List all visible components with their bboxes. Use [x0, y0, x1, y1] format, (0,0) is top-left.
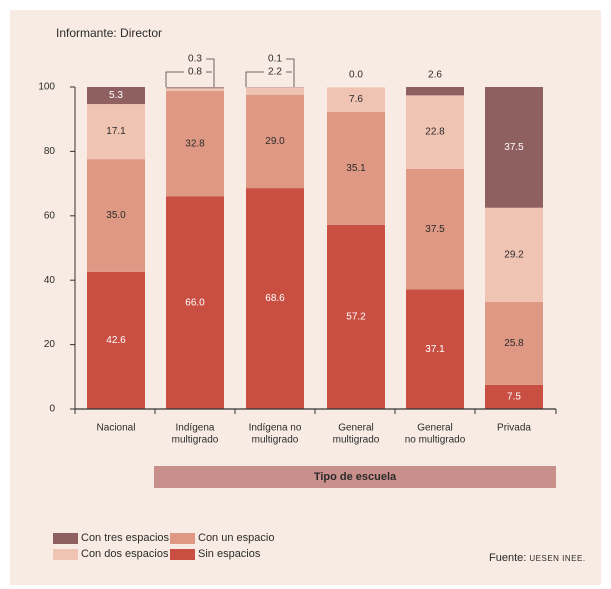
x-category-label: General — [338, 423, 374, 434]
data-label: 35.1 — [346, 163, 366, 174]
bar-segment — [485, 384, 543, 409]
legend-label: Con un espacio — [198, 532, 275, 544]
y-tick-label: 100 — [38, 82, 55, 93]
bar-segment — [87, 104, 145, 160]
data-label: 32.8 — [185, 138, 205, 149]
x-category-label: Indígena no — [249, 423, 302, 434]
bar-segment — [327, 111, 385, 225]
y-tick-label: 60 — [44, 210, 56, 221]
data-label: 25.8 — [504, 338, 524, 349]
legend-label: Con dos espacios — [81, 548, 169, 560]
legend-item: Sin espacios — [170, 547, 290, 561]
bar-segment — [246, 94, 304, 189]
bar-segment — [166, 88, 224, 91]
data-label: 29.0 — [265, 136, 285, 147]
leader-line — [286, 58, 295, 87]
bar-segment — [485, 301, 543, 385]
data-label: 2.6 — [428, 70, 442, 81]
informant-label: Informante: Director — [56, 26, 163, 40]
data-label: 37.1 — [425, 344, 445, 355]
data-label: 0.0 — [349, 70, 363, 81]
data-label: 29.2 — [504, 249, 524, 260]
leader-line — [206, 58, 215, 87]
y-tick-label: 40 — [44, 275, 56, 286]
data-label: 7.5 — [507, 392, 521, 403]
leader-line — [165, 71, 184, 87]
data-label: 0.8 — [188, 67, 202, 78]
bar-segment — [406, 95, 464, 169]
bar-segment — [406, 168, 464, 290]
x-axis-title-bar: Tipo de escuela — [154, 466, 556, 488]
data-label: 35.0 — [106, 210, 126, 221]
source-note: Fuente: UESEN INEE. — [489, 552, 586, 564]
data-label: 57.2 — [346, 312, 366, 323]
data-label: 0.1 — [268, 54, 282, 65]
bar-segment — [246, 87, 304, 95]
y-tick-label: 0 — [49, 404, 55, 415]
bar-segment — [485, 87, 543, 208]
x-category-label: Privada — [497, 423, 531, 434]
bar-segment — [166, 87, 224, 89]
legend-item: Con dos espacios — [53, 547, 170, 561]
data-label: 5.3 — [109, 90, 123, 101]
y-tick-label: 80 — [44, 146, 56, 157]
data-label: 37.5 — [504, 142, 524, 153]
bar-segment — [327, 87, 385, 112]
x-axis-title: Tipo de escuela — [313, 471, 397, 483]
source-text: UESEN INEE. — [529, 554, 586, 563]
legend-swatch — [53, 548, 78, 560]
data-label: 7.6 — [349, 94, 363, 105]
x-category-label: multigrado — [333, 435, 380, 446]
legend-swatch — [170, 548, 195, 560]
bar-segment — [246, 188, 304, 409]
data-label: 37.5 — [425, 224, 445, 235]
x-category-label: multigrado — [252, 435, 299, 446]
bar-segment — [406, 87, 464, 96]
data-label: 42.6 — [106, 335, 126, 346]
bar-segment — [485, 207, 543, 302]
legend: Con tres espacios Con un espacio Con dos… — [53, 531, 290, 561]
x-category-label: Indígena — [176, 423, 215, 434]
data-label: 66.0 — [185, 297, 205, 308]
legend-label: Sin espacios — [198, 548, 261, 560]
bar-segment — [327, 224, 385, 409]
data-label: 0.3 — [188, 54, 202, 65]
bar-segment — [166, 90, 224, 197]
bar-segment — [87, 271, 145, 409]
y-tick-label: 20 — [44, 339, 56, 350]
legend-swatch — [53, 532, 78, 544]
leader-line — [245, 71, 264, 87]
legend-swatch — [170, 532, 195, 544]
x-category-label: no multigrado — [405, 435, 466, 446]
legend-label: Con tres espacios — [81, 532, 170, 544]
x-category-label: multigrado — [172, 435, 219, 446]
source-prefix: Fuente: — [489, 552, 527, 564]
data-label: 2.2 — [268, 67, 282, 78]
data-label: 22.8 — [425, 127, 445, 138]
legend-item: Con tres espacios — [53, 531, 170, 545]
data-label: 68.6 — [265, 293, 285, 304]
bar-segment — [406, 289, 464, 409]
bar-segment — [166, 196, 224, 409]
data-label: 17.1 — [106, 126, 126, 137]
x-category-label: Nacional — [97, 423, 136, 434]
bar-segment — [87, 159, 145, 272]
legend-item: Con un espacio — [170, 531, 290, 545]
bar-segment — [87, 87, 145, 105]
x-category-label: General — [417, 423, 453, 434]
